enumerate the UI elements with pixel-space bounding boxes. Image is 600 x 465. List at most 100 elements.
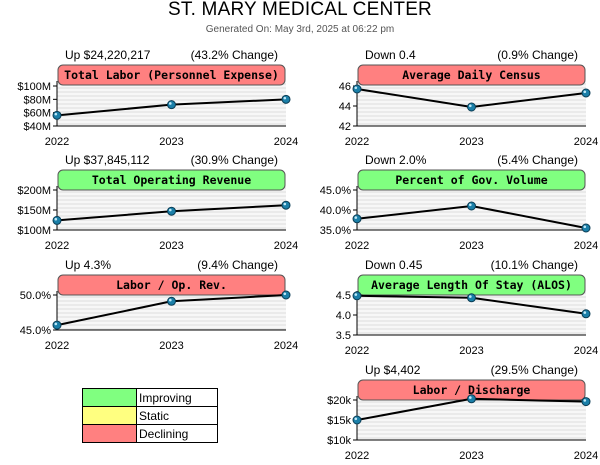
- chart-panel-total-operating-revenue: $100M $150M $200M 2022 2023 2024 Total Operati…: [17, 153, 298, 252]
- data-point-2022: [52, 215, 62, 225]
- x-tick-label: 2023: [159, 340, 183, 352]
- chart-panel-total-labor-personnel-expense: $40M$60M $80M$100M 2022 2023 2024 Total Labor…: [17, 48, 298, 148]
- data-point-highlight: [469, 295, 472, 298]
- change-percent-label: (0.9% Change): [497, 48, 578, 62]
- status-badge: [57, 64, 286, 86]
- data-point-2022: [52, 110, 62, 120]
- change-percent-label: (30.9% Change): [191, 153, 278, 167]
- chart-title: Average Length Of Stay (ALOS): [371, 278, 572, 292]
- y-tick-label: $150M: [17, 205, 51, 217]
- data-point-2023: [467, 293, 476, 303]
- status-badge: [57, 274, 286, 296]
- data-point-highlight: [354, 86, 358, 90]
- chart-panel-labor-op-rev: 45.0% 50.0% 2022 2023 2024 Labor / Op. Rev. Up…: [20, 258, 298, 352]
- data-point-highlight: [583, 90, 587, 94]
- change-amount-label: Down 0.45: [365, 258, 423, 272]
- x-tick-label: 2024: [274, 340, 298, 352]
- data-point-highlight: [54, 217, 58, 221]
- x-tick-label: 2024: [574, 345, 598, 357]
- y-tick-label: $15k: [327, 415, 351, 427]
- y-tick-label: $100M: [17, 81, 51, 93]
- legend-row-improving: Improving: [82, 388, 218, 407]
- data-point-2024: [281, 200, 291, 210]
- data-point-2024: [581, 309, 591, 319]
- y-tick-label: $200M: [17, 185, 51, 197]
- legend-label-improving: Improving: [136, 388, 218, 407]
- data-point-highlight: [54, 112, 58, 116]
- y-tick-label: 46: [339, 81, 351, 93]
- x-tick-label: 2023: [459, 345, 483, 357]
- legend-row-declining: Declining: [82, 424, 218, 443]
- x-tick-label: 2024: [274, 136, 298, 148]
- data-point-highlight: [283, 96, 287, 100]
- legend-label-declining: Declining: [136, 424, 218, 443]
- y-tick-label: 4.0: [336, 310, 351, 322]
- chart-panel-average-length-of-stay-alos: 3.5 4.0 4.5 2022 2023 2024 Average Length Of S…: [336, 258, 599, 357]
- y-tick-label: 42: [339, 121, 351, 133]
- data-point-2023: [167, 100, 176, 110]
- chart-title: Average Daily Census: [402, 68, 540, 82]
- y-tick-label: 40.0%: [320, 205, 351, 217]
- data-point-2022: [52, 320, 62, 330]
- change-amount-label: Down 0.4: [365, 48, 416, 62]
- y-tick-label: $60M: [23, 108, 51, 120]
- legend-label-static: Static: [136, 406, 218, 425]
- page-title: ST. MARY MEDICAL CENTER: [168, 0, 432, 20]
- data-point-highlight: [354, 293, 358, 296]
- chart-panel-percent-of-gov-volume: 35.0% 40.0% 45.0% 2022 2023 2024 Percent of Go…: [320, 153, 598, 252]
- data-point-2023: [167, 296, 176, 306]
- y-tick-label: 44: [339, 101, 351, 113]
- y-tick-label: 35.0%: [320, 225, 351, 237]
- change-percent-label: (10.1% Change): [491, 258, 578, 272]
- data-point-highlight: [54, 322, 58, 326]
- data-point-highlight: [354, 417, 358, 421]
- change-percent-label: (29.5% Change): [491, 363, 578, 377]
- change-percent-label: (5.4% Change): [497, 153, 578, 167]
- y-tick-label: 3.5: [336, 330, 351, 342]
- x-tick-label: 2022: [45, 340, 69, 352]
- data-point-highlight: [169, 102, 172, 105]
- data-point-2024: [281, 290, 291, 300]
- change-amount-label: Up $37,845,112: [65, 153, 150, 167]
- chart-title: Labor / Discharge: [413, 383, 531, 397]
- data-point-2024: [581, 397, 591, 407]
- legend-swatch-declining: [82, 424, 137, 443]
- x-tick-label: 2024: [274, 240, 298, 252]
- data-point-2024: [281, 94, 291, 104]
- x-tick-label: 2023: [459, 136, 483, 148]
- generated-timestamp: Generated On: May 3rd, 2025 at 06:22 pm: [205, 24, 395, 35]
- y-tick-label: 4.5: [336, 290, 351, 302]
- chart-panel-average-daily-census: 42 44 46 2022 2023 2024 Average Daily Census Do…: [339, 48, 598, 148]
- legend-swatch-improving: [82, 388, 137, 407]
- y-tick-label: $20k: [327, 395, 351, 407]
- x-tick-label: 2023: [159, 240, 183, 252]
- y-tick-label: $100M: [17, 225, 51, 237]
- data-point-2022: [352, 84, 362, 94]
- x-tick-label: 2022: [345, 136, 369, 148]
- data-point-2023: [467, 201, 476, 211]
- chart-title: Percent of Gov. Volume: [395, 173, 547, 187]
- change-amount-label: Down 2.0%: [365, 153, 427, 167]
- chart-panel-labor-discharge: $10k $15k $20k 2022 2023 2024 Labor / Discharg…: [327, 363, 598, 462]
- chart-title: Total Labor (Personnel Expense): [64, 68, 279, 82]
- y-tick-label: 45.0%: [20, 325, 51, 337]
- data-point-highlight: [169, 208, 172, 212]
- chart-title: Labor / Op. Rev.: [116, 278, 227, 292]
- x-tick-label: 2024: [574, 450, 598, 462]
- status-badge: [357, 64, 586, 86]
- change-amount-label: Up $4,402: [365, 363, 421, 377]
- data-point-2022: [352, 291, 362, 301]
- x-tick-label: 2023: [159, 136, 183, 148]
- change-percent-label: (43.2% Change): [191, 48, 278, 62]
- status-badge: [357, 169, 586, 191]
- data-point-2024: [581, 88, 591, 98]
- data-point-highlight: [583, 399, 587, 402]
- data-point-highlight: [469, 396, 472, 399]
- x-tick-label: 2022: [345, 450, 369, 462]
- change-amount-label: Up 4.3%: [65, 258, 111, 272]
- data-point-2022: [352, 415, 362, 425]
- data-point-highlight: [283, 202, 287, 206]
- change-amount-label: Up $24,220,217: [65, 48, 151, 62]
- y-tick-label: 50.0%: [20, 290, 51, 302]
- data-point-2023: [167, 206, 176, 216]
